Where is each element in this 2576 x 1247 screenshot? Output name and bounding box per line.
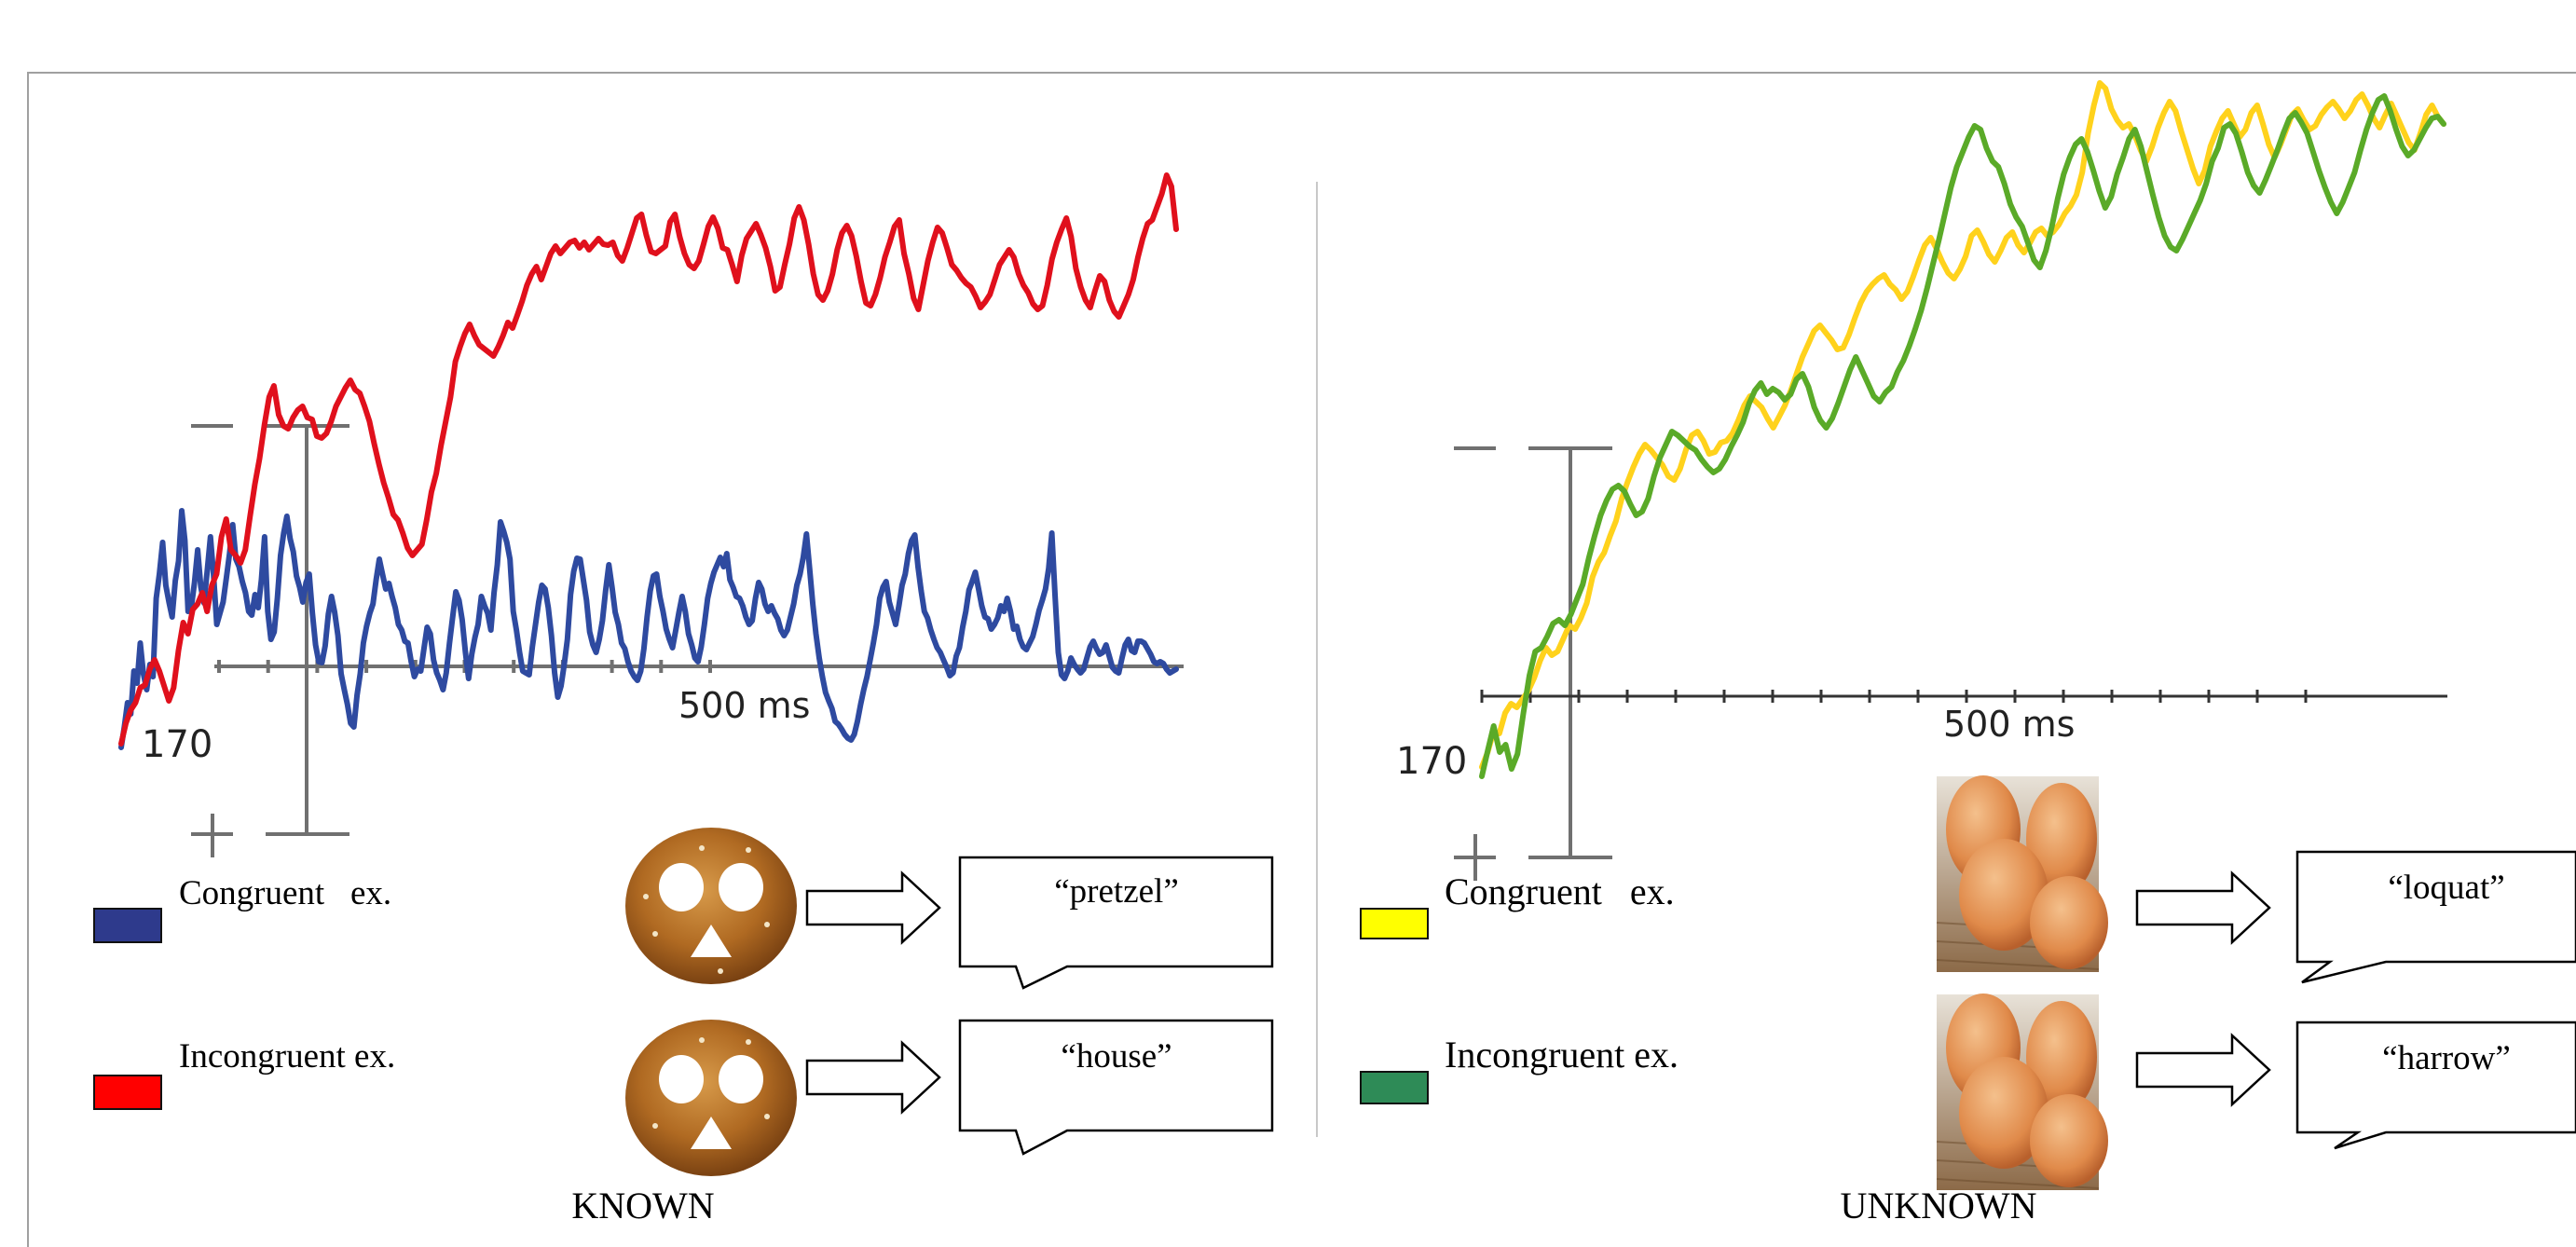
unknown-panel: 500 ms 170 Congruent ex. Incongruent ex.… xyxy=(1360,80,2576,1226)
unknown-word-1: “loquat” xyxy=(2388,869,2504,907)
unknown-legend-label-congruent: Congruent ex. xyxy=(1445,870,1675,912)
known-series-line-1 xyxy=(118,172,1179,747)
known-legend-label-congruent: Congruent ex. xyxy=(179,874,391,912)
unknown-word-2: “harrow” xyxy=(2382,1039,2511,1077)
known-speech-bubble-2 xyxy=(958,1019,1274,1156)
unknown-arrow-1 xyxy=(2135,870,2271,945)
known-legend-swatch-incongruent xyxy=(93,1075,162,1110)
known-arrow-2 xyxy=(805,1040,941,1115)
figure-frame xyxy=(27,72,2576,1247)
known-series-group xyxy=(118,172,1179,750)
known-legend-label-incongruent: Incongruent ex. xyxy=(179,1037,395,1076)
unknown-scale-bar xyxy=(1454,446,1612,881)
unknown-x-unit-label: 500 ms xyxy=(1943,704,2075,745)
unknown-legend-swatch-incongruent xyxy=(1360,1071,1429,1104)
known-y-tick-label: 170 xyxy=(142,723,212,766)
loquat-image-1 xyxy=(1936,775,2108,972)
unknown-y-tick-label: 170 xyxy=(1396,740,1467,783)
pretzel-image-1 xyxy=(623,818,800,995)
loquat-image-2 xyxy=(1936,993,2108,1190)
known-caption: KNOWN xyxy=(571,1185,714,1226)
known-series-line-0 xyxy=(118,508,1179,750)
known-scale-bar xyxy=(191,424,349,857)
known-arrow-1 xyxy=(805,870,941,945)
unknown-caption: UNKNOWN xyxy=(1840,1185,2036,1226)
known-legend-swatch-congruent xyxy=(93,908,162,943)
unknown-arrow-2 xyxy=(2135,1033,2271,1107)
known-word-1: “pretzel” xyxy=(1054,872,1179,911)
known-panel: 500 ms 170 Congruent ex. Incongruent ex.… xyxy=(93,172,1274,1226)
unknown-series-line-1 xyxy=(1479,93,2446,779)
known-word-2: “house” xyxy=(1061,1037,1172,1076)
unknown-series-group xyxy=(1479,80,2446,779)
unknown-legend-label-incongruent: Incongruent ex. xyxy=(1445,1034,1679,1076)
pretzel-image-2 xyxy=(623,1011,800,1188)
unknown-speech-bubble-2 xyxy=(2295,1021,2576,1150)
unknown-x-axis xyxy=(1480,690,2447,703)
unknown-speech-bubble-1 xyxy=(2295,850,2576,984)
known-speech-bubble-1 xyxy=(958,856,1274,990)
unknown-legend-swatch-congruent xyxy=(1360,908,1429,939)
known-x-unit-label: 500 ms xyxy=(678,685,810,726)
unknown-series-line-0 xyxy=(1479,80,2446,770)
